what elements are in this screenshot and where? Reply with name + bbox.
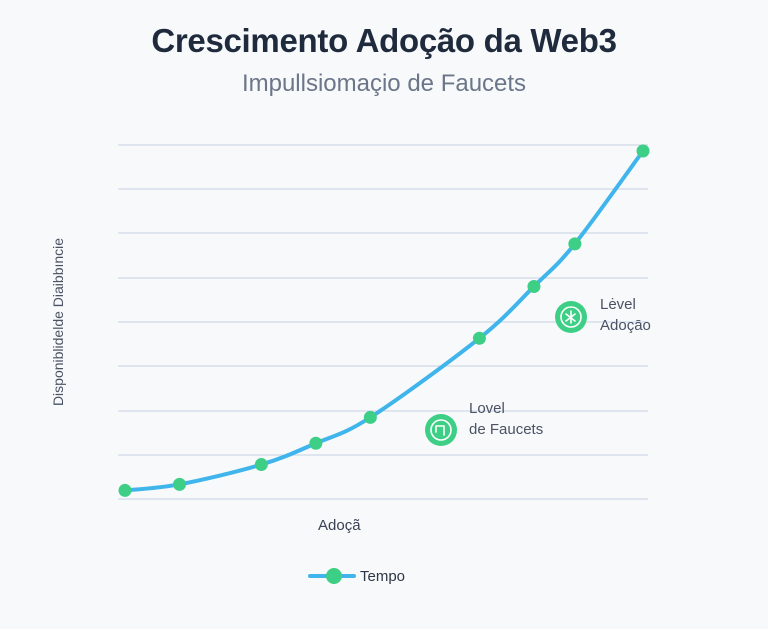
- data-point: [527, 279, 541, 293]
- annotation-adoption-line2: Adoçāo: [600, 317, 651, 334]
- annotation-faucets-line1: Lovel: [469, 400, 505, 417]
- network-icon: [555, 301, 587, 333]
- annotation-adoption: Lėvel Adoçāo: [600, 294, 651, 336]
- legend-label-tempo: Tempo: [360, 567, 406, 585]
- data-point: [254, 458, 268, 472]
- chart-subtitle: Impullsiomaçio de Faucets: [241, 70, 527, 97]
- data-point: [636, 144, 650, 158]
- annotation-icons: [425, 301, 587, 446]
- y-axis-label: Disponiblidelde Diaibbıncie: [50, 237, 66, 407]
- data-point: [568, 237, 582, 251]
- annotation-faucets: Lovel de Faucets: [469, 398, 543, 440]
- chart-title: Crescimento Adoção da Web3: [151, 22, 617, 59]
- x-axis-label: Adoçã: [318, 517, 361, 534]
- annotation-adoption-line1: Lėvel: [600, 296, 636, 313]
- legend-swatch: [308, 566, 356, 586]
- data-point: [472, 331, 486, 345]
- data-point: [118, 483, 132, 497]
- annotation-faucets-line2: de Faucets: [469, 421, 544, 438]
- data-point: [173, 477, 187, 491]
- data-point: [309, 436, 323, 450]
- data-point: [363, 410, 377, 424]
- series-line-tempo: [123, 149, 645, 493]
- legend: Tempo: [308, 566, 405, 586]
- faucet-icon: [425, 414, 457, 446]
- data-points: [118, 144, 650, 497]
